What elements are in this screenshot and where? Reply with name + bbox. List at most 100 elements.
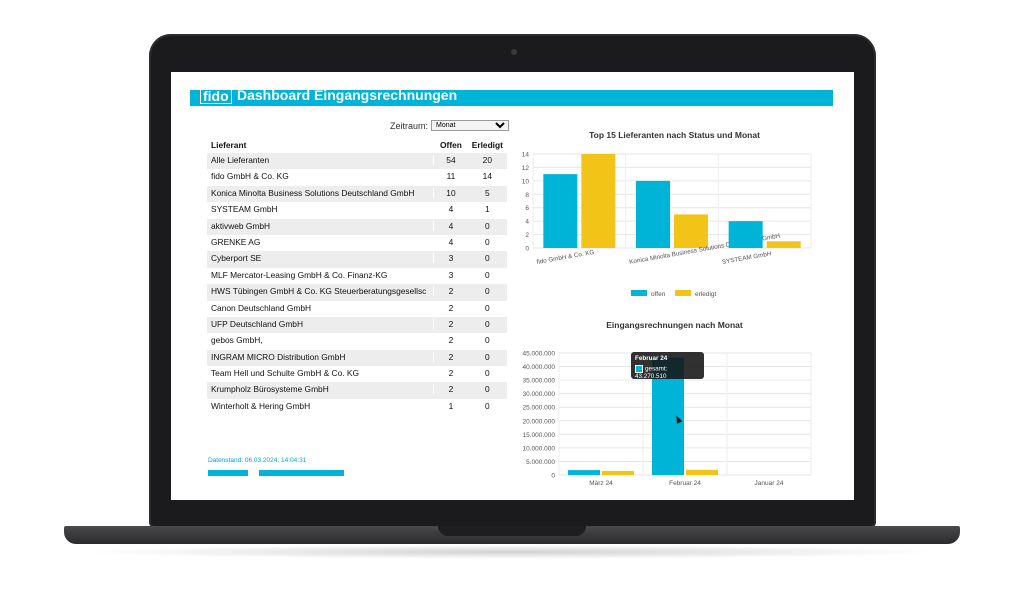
open-count: 2	[433, 302, 467, 313]
bar-offen	[543, 174, 578, 248]
supplier-name: MLF Mercator-Leasing GmbH & Co. Finanz-K…	[211, 269, 388, 280]
done-count: 0	[485, 351, 490, 362]
supplier-table: Lieferant Offen Erledigt Alle Lieferante…	[207, 137, 507, 415]
supplier-name: INGRAM MICRO Distribution GmbH	[211, 351, 346, 362]
footer-button-1[interactable]	[208, 470, 248, 476]
table-row[interactable]: Konica Minolta Business Solutions Deutsc…	[207, 185, 507, 203]
open-count: 3	[433, 269, 467, 280]
bar-offen	[728, 221, 763, 248]
bar-erledigt	[674, 214, 708, 248]
bar-offen	[636, 180, 670, 248]
period-filter: Zeitraum: Monat	[390, 120, 510, 131]
y-tick-label: 45.000.000	[522, 351, 555, 358]
y-tick-label: 30.000.000	[522, 391, 555, 398]
supplier-name: Krumpholz Bürosysteme GmbH	[211, 384, 329, 395]
supplier-name: Team Hell und Schulte GmbH & Co. KG	[211, 368, 360, 379]
done-count: 0	[485, 368, 490, 379]
period-select[interactable]: Monat	[431, 120, 510, 131]
laptop-shadow	[80, 545, 944, 559]
done-count: 14	[482, 171, 492, 182]
bar-month	[686, 469, 718, 475]
y-tick-label: 35.000.000	[522, 378, 555, 385]
supplier-name: aktivweb GmbH	[211, 220, 271, 231]
bar-month	[568, 470, 600, 475]
y-tick-label: 20.000.000	[522, 418, 555, 425]
y-tick-label: 14	[522, 152, 530, 159]
open-count: 4	[433, 236, 467, 247]
table-row[interactable]: MLF Mercator-Leasing GmbH & Co. Finanz-K…	[207, 268, 507, 284]
done-count: 0	[485, 253, 490, 264]
open-count: 54	[433, 155, 467, 165]
open-count: 10	[433, 187, 467, 198]
footer-button-2[interactable]	[259, 470, 344, 476]
chart-tooltip: Februar 24 gesamt: 43.270.510	[631, 352, 704, 380]
table-row[interactable]: aktivweb GmbH 4 0	[207, 218, 507, 235]
page-title: Dashboard Eingangsrechnungen	[237, 87, 458, 103]
supplier-name: Alle Lieferanten	[211, 155, 270, 165]
x-tick-label: SYSTEAM GmbH	[721, 250, 772, 266]
table-row[interactable]: SYSTEAM GmbH 4 1	[207, 202, 507, 218]
table-row[interactable]: HWS Tübingen GmbH & Co. KG Steuerberatun…	[207, 284, 507, 301]
fido-logo: fido	[200, 88, 232, 104]
y-tick-label: 40.000.000	[522, 364, 555, 371]
x-tick-label: Februar 24	[669, 480, 701, 487]
table-row[interactable]: Cyberport SE 3 0	[207, 251, 507, 268]
chart1-title: Top 15 Lieferanten nach Status und Monat	[589, 130, 760, 140]
supplier-name: gebos GmbH,	[211, 335, 263, 346]
supplier-name: Konica Minolta Business Solutions Deutsc…	[211, 187, 415, 198]
table-row[interactable]: Winterholt & Hering GmbH 1 0	[207, 399, 507, 415]
y-tick-label: 0	[551, 473, 555, 480]
supplier-name: GRENKE AG	[211, 236, 261, 247]
done-count: 0	[485, 384, 490, 395]
y-tick-label: 8	[525, 192, 529, 199]
bar-month	[602, 470, 634, 475]
open-count: 2	[433, 286, 467, 297]
bar-erledigt	[581, 154, 616, 248]
done-count: 0	[485, 269, 490, 280]
done-count: 1	[485, 204, 490, 215]
period-label: Zeitraum:	[390, 120, 429, 131]
supplier-name: HWS Tübingen GmbH & Co. KG Steuerberatun…	[211, 286, 427, 297]
column-header-open[interactable]: Offen	[433, 140, 467, 150]
table-row[interactable]: Canon Deutschland GmbH 2 0	[207, 301, 507, 317]
tooltip-value: gesamt: 43.270.510	[635, 365, 668, 380]
data-timestamp: Datenstand: 06.03.2024, 14:04:31	[208, 457, 307, 464]
open-count: 2	[433, 351, 467, 362]
tooltip-title: Februar 24	[635, 355, 668, 362]
legend-swatch-erledigt	[675, 290, 691, 296]
x-tick-label: fido GmbH & Co. KG	[536, 249, 595, 266]
done-count: 0	[485, 400, 490, 411]
open-count: 3	[433, 253, 467, 264]
done-count: 20	[482, 155, 492, 165]
y-tick-label: 25.000.000	[522, 405, 555, 412]
legend-label-offen: offen	[651, 291, 666, 298]
table-row[interactable]: Alle Lieferanten 54 20	[207, 153, 507, 170]
open-count: 4	[433, 204, 467, 215]
column-header-supplier[interactable]: Lieferant	[211, 140, 247, 150]
table-row[interactable]: Krumpholz Bürosysteme GmbH 2 0	[207, 382, 507, 399]
x-tick-label: Januar 24	[755, 480, 784, 487]
table-row[interactable]: Team Hell und Schulte GmbH & Co. KG 2 0	[207, 366, 507, 382]
table-row[interactable]: INGRAM MICRO Distribution GmbH 2 0	[207, 349, 507, 367]
done-count: 0	[485, 220, 490, 231]
table-row[interactable]: GRENKE AG 4 0	[207, 235, 507, 251]
supplier-name: Cyberport SE	[211, 253, 262, 264]
supplier-name: Winterholt & Hering GmbH	[211, 400, 311, 411]
supplier-name: UFP Deutschland GmbH	[211, 318, 304, 329]
done-count: 0	[485, 302, 490, 313]
table-row[interactable]: gebos GmbH, 2 0	[207, 333, 507, 349]
y-tick-label: 4	[525, 219, 529, 226]
open-count: 2	[433, 384, 467, 395]
chart2-title: Eingangsrechnungen nach Monat	[606, 320, 743, 330]
header-bar	[190, 90, 833, 106]
y-tick-label: 15.000.000	[522, 432, 555, 439]
open-count: 1	[433, 400, 467, 411]
supplier-name: fido GmbH & Co. KG	[211, 171, 289, 182]
table-row[interactable]: fido GmbH & Co. KG 11 14	[207, 169, 507, 185]
y-tick-label: 12	[522, 165, 530, 172]
x-tick-label: März 24	[589, 480, 613, 487]
open-count: 2	[433, 368, 467, 379]
table-row[interactable]: UFP Deutschland GmbH 2 0	[207, 316, 507, 334]
column-header-done[interactable]: Erledigt	[471, 140, 503, 150]
